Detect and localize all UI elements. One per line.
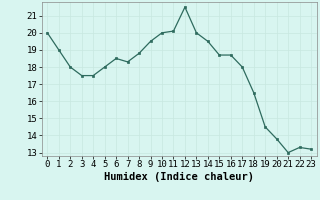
X-axis label: Humidex (Indice chaleur): Humidex (Indice chaleur) [104, 172, 254, 182]
